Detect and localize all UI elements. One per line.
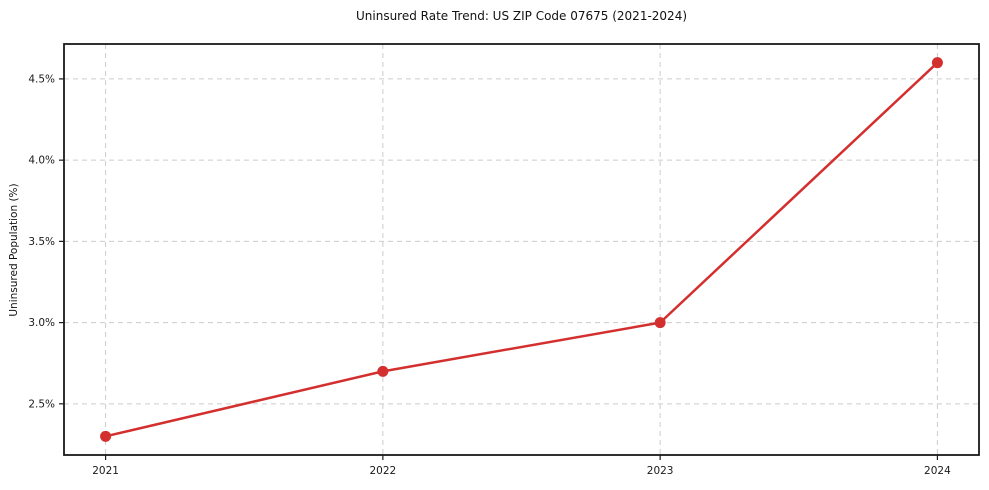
x-tick-label: 2024	[924, 465, 951, 477]
chart-title: Uninsured Rate Trend: US ZIP Code 07675 …	[355, 9, 688, 23]
y-tick-label: 4.0%	[28, 155, 55, 167]
x-tick-label: 2021	[92, 465, 119, 477]
trend-line	[105, 61, 939, 438]
data-point	[931, 57, 943, 69]
x-tick-label: 2023	[647, 465, 674, 477]
data-point	[377, 365, 389, 377]
data-point	[100, 430, 112, 442]
y-tick-label: 3.5%	[28, 236, 55, 248]
data-point	[654, 317, 666, 329]
y-tick-label: 2.5%	[28, 398, 55, 410]
x-tick-label: 2022	[369, 465, 396, 477]
y-tick-label: 4.5%	[28, 73, 55, 85]
y-tick-label: 3.0%	[28, 317, 55, 329]
plot-border	[63, 43, 980, 456]
